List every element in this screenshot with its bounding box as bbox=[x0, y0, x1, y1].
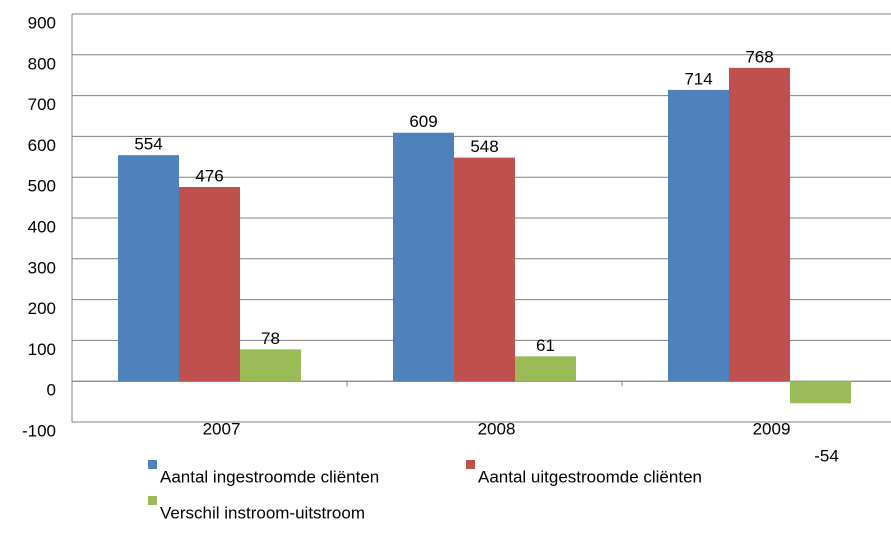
data-label: 768 bbox=[745, 47, 773, 66]
data-label: -54 bbox=[814, 447, 839, 466]
y-tick-label: 800 bbox=[28, 54, 56, 73]
bar bbox=[118, 155, 179, 382]
y-tick-label: 500 bbox=[28, 177, 56, 196]
bar bbox=[790, 381, 851, 404]
data-label: 714 bbox=[684, 69, 712, 88]
bar bbox=[515, 356, 576, 382]
data-label: 61 bbox=[536, 336, 555, 355]
y-tick-label: 400 bbox=[28, 217, 56, 236]
x-tick-label: 2008 bbox=[478, 419, 516, 438]
legend-label: Aantal uitgestroomde cliënten bbox=[478, 467, 702, 486]
bar bbox=[179, 186, 240, 382]
bar bbox=[393, 132, 454, 382]
data-label: 554 bbox=[134, 135, 162, 154]
y-tick-label: 100 bbox=[28, 340, 56, 359]
legend-swatch bbox=[148, 496, 157, 505]
y-tick-label: 700 bbox=[28, 95, 56, 114]
y-tick-label: 0 bbox=[47, 381, 56, 400]
y-tick-label: 300 bbox=[28, 258, 56, 277]
bar bbox=[668, 89, 729, 382]
data-label: 609 bbox=[409, 112, 437, 131]
y-tick-label: -100 bbox=[22, 421, 56, 440]
legend-label: Aantal ingestroomde cliënten bbox=[160, 467, 379, 486]
y-tick-label: 200 bbox=[28, 299, 56, 318]
data-label: 548 bbox=[470, 137, 498, 156]
bar bbox=[729, 67, 790, 382]
data-label: 476 bbox=[195, 166, 223, 185]
legend-swatch bbox=[148, 460, 157, 469]
legend-label: Verschil instroom-uitstroom bbox=[160, 503, 365, 522]
bar bbox=[454, 157, 515, 382]
legend-swatch bbox=[466, 460, 475, 469]
y-tick-label: 900 bbox=[28, 13, 56, 32]
bar bbox=[240, 349, 301, 382]
x-tick-label: 2009 bbox=[753, 419, 791, 438]
y-tick-label: 600 bbox=[28, 136, 56, 155]
data-label: 78 bbox=[261, 329, 280, 348]
x-tick-label: 2007 bbox=[203, 419, 241, 438]
